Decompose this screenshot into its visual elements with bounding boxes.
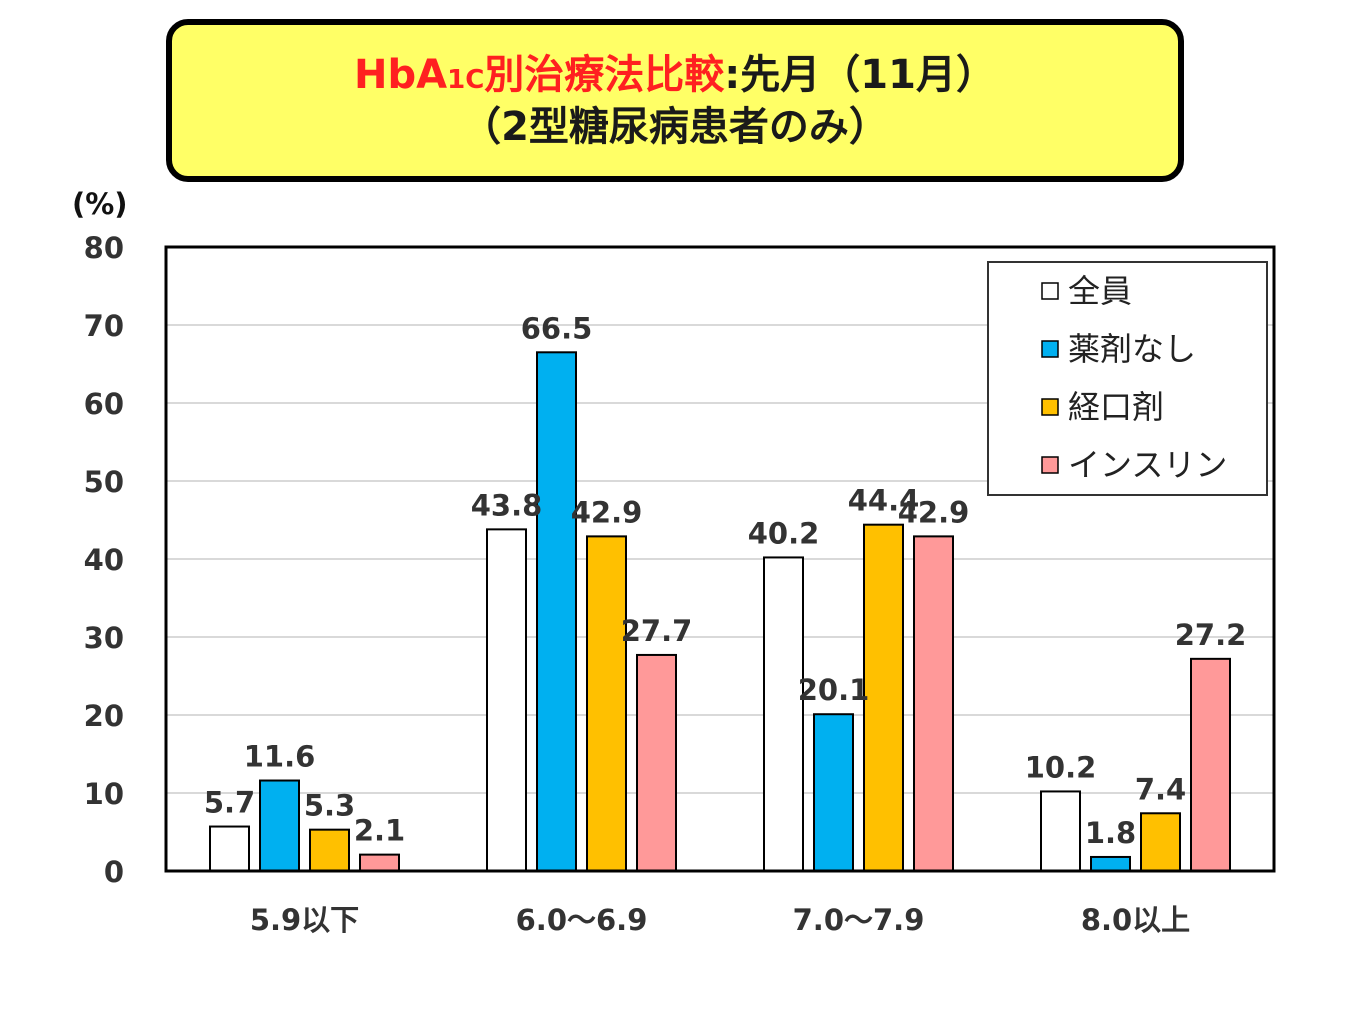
bar xyxy=(1190,657,1231,873)
data-label: 5.7 xyxy=(204,786,255,820)
data-label: 42.9 xyxy=(898,495,970,529)
title-red-part-2: 別治療法比較 xyxy=(484,51,725,98)
bar xyxy=(536,351,577,872)
plot-area-frame xyxy=(164,245,1276,873)
x-category-label: 5.9以下 xyxy=(250,903,359,937)
legend-swatch xyxy=(1041,282,1059,300)
bar xyxy=(1140,812,1181,873)
data-label: 66.5 xyxy=(521,311,593,345)
bar xyxy=(309,828,350,872)
legend-label: 全員 xyxy=(1068,272,1132,310)
y-tick-label: 10 xyxy=(84,777,124,811)
x-category-label: 6.0～6.9 xyxy=(516,903,648,937)
bar xyxy=(863,523,904,872)
bar xyxy=(813,713,854,872)
bar xyxy=(209,825,250,872)
title-black-part: :先月（11月） xyxy=(724,51,996,98)
data-labels: 5.7 11.6 5.32.1 43.8 66.5 42.9 27.7 40.2 20.1 44.… xyxy=(204,311,1246,850)
x-category-label: 7.0～7.9 xyxy=(793,903,925,937)
legend-label: 薬剤なし xyxy=(1068,330,1196,368)
chart-title-box: HbA1C別治療法比較:先月（11月） （2型糖尿病患者のみ） xyxy=(166,19,1184,182)
data-label: 20.1 xyxy=(798,673,870,707)
y-axis-unit-label: (%) xyxy=(72,187,128,221)
bar xyxy=(913,535,954,872)
data-label: 42.9 xyxy=(571,495,643,529)
x-axis-categories: 5.9以下 6.0～6.9 7.0～7.9 8.0以上 xyxy=(250,903,1190,937)
y-tick-label: 70 xyxy=(84,309,124,343)
bar xyxy=(636,653,677,872)
y-tick-label: 20 xyxy=(84,699,124,733)
data-label: 1.8 xyxy=(1085,816,1136,850)
y-axis-ticks: 0 10 20 30 40 50 60 70 80 xyxy=(84,231,124,889)
y-tick-label: 40 xyxy=(84,543,124,577)
data-label: 2.1 xyxy=(354,814,405,848)
data-label: 5.3 xyxy=(304,789,355,823)
data-label: 40.2 xyxy=(748,516,820,550)
y-tick-label: 50 xyxy=(84,465,124,499)
bar xyxy=(763,556,804,872)
legend-label: インスリン xyxy=(1068,446,1227,484)
data-label: 27.7 xyxy=(621,614,693,648)
bar xyxy=(259,779,300,873)
legend-box xyxy=(987,261,1268,496)
bar xyxy=(486,528,527,872)
bars xyxy=(209,351,1231,873)
data-label: 43.8 xyxy=(471,488,543,522)
chart-title-line1: HbA1C別治療法比較:先月（11月） xyxy=(354,49,996,101)
y-tick-label: 0 xyxy=(104,855,124,889)
legend-swatch xyxy=(1041,456,1059,474)
legend-swatch xyxy=(1041,340,1059,358)
legend-swatch xyxy=(1041,398,1059,416)
bar xyxy=(586,535,627,872)
title-red-part-1: HbA xyxy=(354,51,448,98)
y-tick-label: 60 xyxy=(84,387,124,421)
data-label: 10.2 xyxy=(1025,750,1097,784)
data-label: 11.6 xyxy=(244,740,316,774)
title-red-subscript: 1C xyxy=(447,64,485,95)
bar xyxy=(359,853,400,872)
data-label: 7.4 xyxy=(1135,772,1186,806)
chart-title-line2: （2型糖尿病患者のみ） xyxy=(461,103,889,150)
y-tick-label: 30 xyxy=(84,621,124,655)
bar xyxy=(1040,790,1081,872)
bar xyxy=(1090,855,1131,873)
x-category-label: 8.0以上 xyxy=(1081,903,1190,937)
data-label: 27.2 xyxy=(1175,618,1247,652)
data-label: 44.4 xyxy=(848,484,920,518)
y-tick-label: 80 xyxy=(84,231,124,265)
legend-label: 経口剤 xyxy=(1068,388,1164,426)
